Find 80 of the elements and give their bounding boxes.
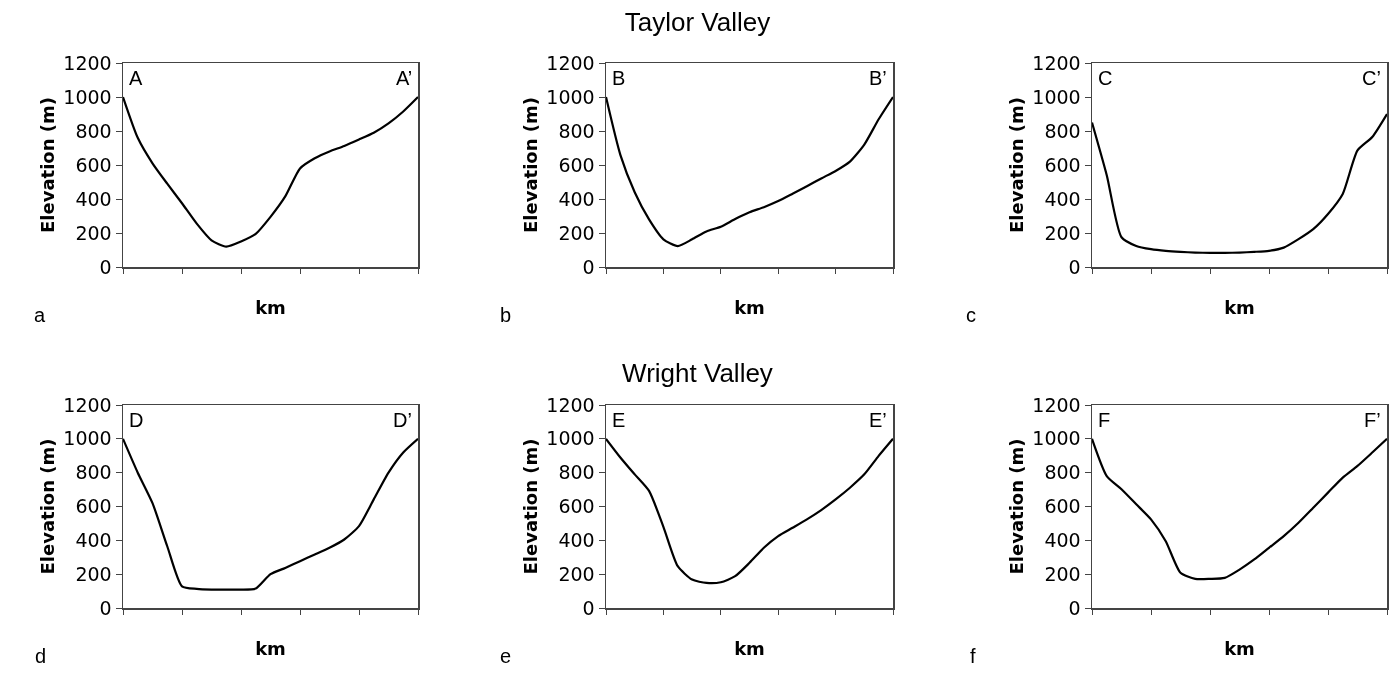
y-tick-label: 1000 [63,427,112,450]
y-tick-label: 400 [1044,187,1081,210]
annotation: A’ [396,67,413,89]
y-tick-label: 200 [75,562,112,585]
y-tick-label: 600 [558,495,595,518]
y-axis-title: Elevation (m) [519,97,541,233]
y-tick-label: 1000 [546,427,595,450]
y-tick-label: 800 [558,119,595,142]
y-tick-label: 800 [75,119,112,142]
y-tick-label: 200 [558,221,595,244]
y-tick-label: 600 [558,153,595,176]
y-tick-label: 800 [558,461,595,484]
x-axis-title: km [734,296,765,318]
y-tick-label: 200 [1044,221,1081,244]
x-axis-title: km [255,296,286,318]
line-series [123,95,418,248]
annotation: D’ [393,409,412,431]
y-axis-title: Elevation (m) [36,438,58,575]
y-tick-label: 1200 [546,51,595,74]
x-axis-title: km [734,637,765,659]
x-axis-title: km [255,637,286,659]
x-axis-title: km [1224,637,1255,659]
y-tick-label: 1200 [1032,393,1081,416]
annotation: F [1098,409,1111,431]
text: a [34,304,46,326]
text: d [35,645,47,667]
chart-title: Wright Valley [622,358,773,389]
annotation: B’ [869,67,887,89]
y-tick-label: 800 [75,461,112,484]
annotation: D [129,409,144,431]
y-tick-label: 600 [1044,495,1081,518]
chart-title: Taylor Valley [624,7,771,38]
y-tick-label: 200 [75,221,112,244]
text: e [500,645,512,667]
y-tick-label: 0 [582,255,595,278]
text: b [500,304,512,326]
y-tick-label: 800 [1044,119,1081,142]
y-tick-label: 0 [1068,255,1081,278]
annotation: B [612,67,626,89]
y-tick-label: 1000 [1032,85,1081,108]
y-tick-label: 0 [1068,596,1081,619]
y-tick-label: 400 [558,528,595,551]
annotation: A [129,67,143,89]
x-axis-title: km [1224,296,1255,318]
annotation: E’ [869,409,887,431]
y-tick-label: 200 [558,562,595,585]
y-tick-label: 400 [75,528,112,551]
y-tick-label: 400 [558,187,595,210]
text: f [970,645,976,667]
annotation: E [612,409,626,431]
y-axis-title: Elevation (m) [36,97,58,233]
y-tick-label: 800 [1044,461,1081,484]
y-tick-label: 0 [99,255,112,278]
y-axis-title: Elevation (m) [519,438,541,575]
y-tick-label: 400 [1044,528,1081,551]
line-series [1092,112,1387,255]
y-tick-label: 1200 [546,393,595,416]
line-series [606,437,893,585]
y-tick-label: 0 [582,596,595,619]
y-tick-label: 200 [1044,562,1081,585]
line-series [1092,437,1387,581]
y-axis-title: Elevation (m) [1005,97,1027,233]
y-tick-label: 1200 [63,51,112,74]
y-tick-label: 600 [75,153,112,176]
y-tick-label: 1000 [1032,427,1081,450]
y-tick-label: 1200 [1032,51,1081,74]
y-tick-label: 600 [1044,153,1081,176]
y-tick-label: 400 [75,187,112,210]
text: c [966,304,976,326]
y-tick-label: 1000 [546,85,595,108]
line-series [123,437,418,591]
y-tick-label: 600 [75,495,112,518]
y-tick-label: 0 [99,596,112,619]
y-axis-title: Elevation (m) [1005,438,1027,575]
annotation: C [1098,67,1113,89]
annotation: F’ [1364,409,1381,431]
y-tick-label: 1200 [63,393,112,416]
line-series [606,95,893,248]
annotation: C’ [1362,67,1381,89]
y-tick-label: 1000 [63,85,112,108]
